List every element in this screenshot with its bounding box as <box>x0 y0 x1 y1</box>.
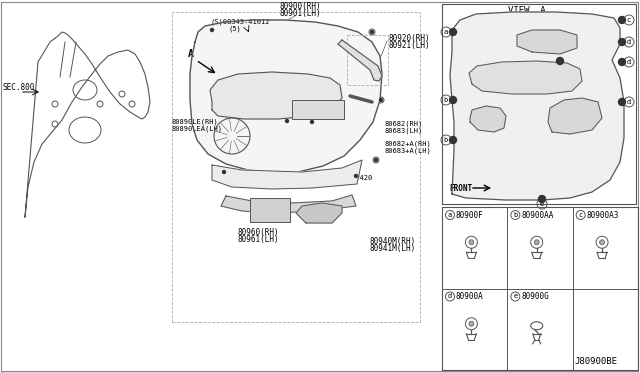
Text: 80940M(RH): 80940M(RH) <box>370 237 416 246</box>
Text: e: e <box>540 201 544 207</box>
Circle shape <box>371 31 374 33</box>
Polygon shape <box>210 72 342 119</box>
Text: 80900AA: 80900AA <box>522 211 554 219</box>
Text: d: d <box>627 59 631 65</box>
Circle shape <box>534 240 540 245</box>
Text: SEC.800: SEC.800 <box>2 83 35 92</box>
Circle shape <box>557 58 563 64</box>
Text: 80900A3: 80900A3 <box>587 211 619 219</box>
Text: d: d <box>627 39 631 45</box>
Text: 80683+A(LH): 80683+A(LH) <box>385 148 432 154</box>
Text: (S)08343-41012: (S)08343-41012 <box>210 19 269 25</box>
Text: a: a <box>448 212 452 218</box>
Polygon shape <box>517 30 577 54</box>
Text: a: a <box>444 29 448 35</box>
Text: (5): (5) <box>228 26 241 32</box>
Circle shape <box>618 58 625 65</box>
Text: 80683(LH): 80683(LH) <box>385 128 423 134</box>
Circle shape <box>618 99 625 106</box>
Circle shape <box>380 99 383 102</box>
Text: 80890LE(RH): 80890LE(RH) <box>172 119 219 125</box>
Polygon shape <box>338 40 382 81</box>
Text: J80900BE: J80900BE <box>574 357 617 366</box>
Text: 80920(RH): 80920(RH) <box>389 33 431 42</box>
Text: 80961(LH): 80961(LH) <box>238 234 280 244</box>
Text: VIEW  A: VIEW A <box>508 6 546 15</box>
Circle shape <box>449 137 456 144</box>
Circle shape <box>538 196 545 202</box>
FancyBboxPatch shape <box>292 100 344 119</box>
Text: b: b <box>444 97 448 103</box>
Polygon shape <box>296 203 342 223</box>
Polygon shape <box>469 61 582 94</box>
Text: d: d <box>627 99 631 105</box>
Text: FRONT: FRONT <box>449 183 472 192</box>
Circle shape <box>469 240 474 245</box>
Text: 80682+A(RH): 80682+A(RH) <box>385 141 432 147</box>
Text: 80960(RH): 80960(RH) <box>238 228 280 237</box>
Text: e: e <box>513 294 518 299</box>
Circle shape <box>469 321 474 326</box>
Circle shape <box>618 16 625 23</box>
Polygon shape <box>470 106 506 132</box>
Circle shape <box>449 29 456 35</box>
Circle shape <box>285 119 289 122</box>
Circle shape <box>211 29 214 32</box>
Polygon shape <box>212 160 362 189</box>
Text: 80900(RH): 80900(RH) <box>280 1 322 10</box>
Text: 80921(LH): 80921(LH) <box>389 41 431 49</box>
Circle shape <box>223 170 225 173</box>
Text: ←26447M-26420: ←26447M-26420 <box>318 175 373 181</box>
Text: d: d <box>448 294 452 299</box>
Text: 80901(LH): 80901(LH) <box>280 9 322 17</box>
Text: 80682(RH): 80682(RH) <box>385 121 423 127</box>
FancyBboxPatch shape <box>250 198 290 222</box>
Text: 80890LEA(LH): 80890LEA(LH) <box>172 126 223 132</box>
Text: b: b <box>444 137 448 143</box>
Circle shape <box>355 174 358 177</box>
Text: c: c <box>579 212 583 218</box>
Text: 80900F: 80900F <box>456 211 484 219</box>
Circle shape <box>310 121 314 124</box>
Circle shape <box>600 240 605 245</box>
Text: c: c <box>627 17 631 23</box>
Polygon shape <box>450 12 624 200</box>
Circle shape <box>449 96 456 103</box>
Text: A: A <box>188 49 194 59</box>
Circle shape <box>374 158 378 161</box>
Circle shape <box>618 38 625 45</box>
Polygon shape <box>548 98 602 134</box>
Text: b: b <box>513 212 518 218</box>
Polygon shape <box>190 20 382 173</box>
Text: 80900A: 80900A <box>456 292 484 301</box>
Text: 80941M(LH): 80941M(LH) <box>370 244 416 253</box>
Text: 80900G: 80900G <box>522 292 549 301</box>
Polygon shape <box>221 195 356 213</box>
